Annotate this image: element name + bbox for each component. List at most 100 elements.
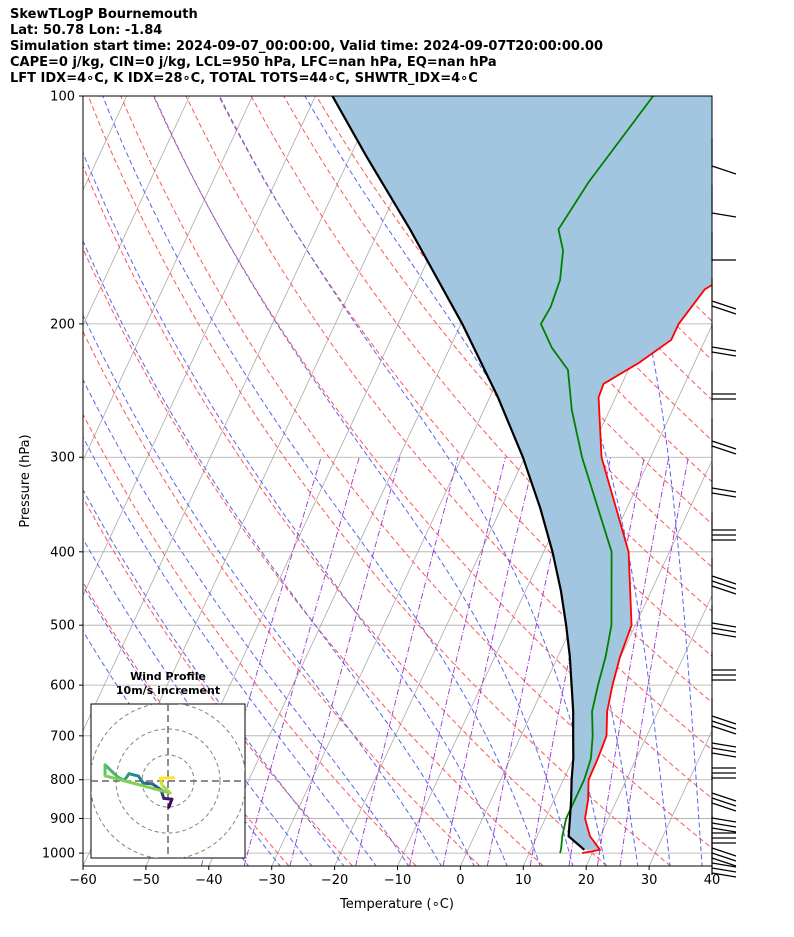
y-tick-label: 300	[50, 451, 75, 466]
wind-barb-feather	[711, 817, 737, 823]
wind-barb-feather	[711, 742, 737, 748]
dry-adiabat	[740, 96, 794, 866]
isotherm-line	[83, 96, 191, 327]
wind-barb-feather	[711, 822, 737, 828]
moist-adiabat	[83, 151, 508, 866]
wind-barb-feather	[711, 627, 737, 633]
wind-barb-feather	[711, 212, 737, 218]
hodograph-segment	[127, 772, 140, 778]
mixing-ratio-line	[596, 457, 670, 866]
x-tick-label: −50	[132, 873, 159, 888]
dry-adiabat	[83, 247, 544, 866]
temperature-line	[581, 284, 712, 854]
isotherm-line	[83, 96, 316, 597]
wind-barb-feather	[711, 487, 737, 493]
wind-barb	[711, 512, 736, 542]
y-tick-label: 1000	[42, 847, 75, 862]
hodograph-segment	[158, 776, 175, 780]
hodograph-segment	[103, 763, 120, 779]
wind-barb-feather	[711, 792, 737, 802]
wind-barb-feather	[711, 622, 737, 628]
wind-barb-feather	[711, 585, 737, 595]
y-tick-label: 500	[50, 619, 75, 634]
location-line: Lat: 50.78 Lon: -1.84	[10, 23, 163, 38]
chart-axes: −60 −50 −40 −30 −20 −10 0 10 20 30 40 100 200 300 400 5…	[42, 90, 720, 889]
mixing-ratio-line	[289, 457, 401, 866]
x-tick-label: 0	[456, 873, 464, 888]
moist-adiabat	[83, 239, 475, 866]
x-tick-label: 40	[704, 873, 721, 888]
wind-barb-feather	[711, 632, 737, 638]
y-tick-label: 800	[50, 773, 75, 788]
dry-adiabat	[83, 413, 417, 866]
hodograph-title: Wind Profile 10m/s increment	[88, 670, 248, 698]
y-tick-label: 100	[50, 90, 75, 105]
wind-barb	[711, 371, 736, 401]
convective-indices-line: CAPE=0 j/kg, CIN=0 j/kg, LCL=950 hPa, LF…	[10, 55, 497, 70]
wind-barb-feather	[711, 747, 737, 753]
moist-adiabat	[83, 314, 442, 866]
dry-adiabat	[83, 330, 481, 866]
dry-adiabat	[772, 96, 794, 866]
isotherm-line	[0, 96, 1, 866]
wind-barb	[711, 698, 737, 735]
dewpoint-line	[539, 96, 654, 854]
hodograph-segment	[141, 781, 154, 786]
wind-barb	[711, 324, 737, 357]
wind-barb	[711, 652, 736, 682]
mixing-ratio-line	[409, 457, 506, 866]
wind-barb-feather	[711, 852, 737, 862]
chart-series	[331, 96, 712, 854]
wind-barb	[711, 465, 737, 498]
mixing-ratio-line	[243, 457, 360, 866]
wind-barb-feather	[711, 752, 737, 758]
chart-title: SkewTLogP Bournemouth	[10, 7, 198, 22]
y-tick-label: 700	[50, 729, 75, 744]
dry-adiabat	[152, 96, 712, 800]
wind-barb-feather	[711, 827, 737, 833]
hodograph-inset	[90, 703, 246, 859]
wind-barb-feather	[711, 715, 737, 725]
wind-barb-feather	[711, 346, 737, 352]
wind-barb-feather	[711, 857, 737, 867]
isotherm-line	[83, 96, 253, 462]
dry-adiabat	[706, 96, 712, 102]
wind-barb-feather	[711, 445, 737, 455]
moist-adiabat	[83, 537, 313, 866]
x-tick-label: −20	[321, 873, 348, 888]
dry-adiabat	[218, 96, 712, 704]
wind-barb-feather	[711, 872, 737, 878]
dry-adiabat	[83, 164, 608, 866]
wind-barb	[711, 775, 737, 812]
x-tick-label: −60	[69, 873, 96, 888]
chart-header: SkewTLogP Bournemouth Lat: 50.78 Lon: -1…	[10, 7, 603, 87]
wind-barb-feather	[711, 802, 737, 812]
hodograph-title-text: Wind Profile	[130, 670, 206, 683]
wind-barb	[711, 418, 737, 455]
mixing-ratio-line	[486, 457, 574, 866]
wind-barb	[711, 845, 737, 878]
wind-barbs	[711, 138, 737, 878]
dry-adiabat	[83, 581, 290, 866]
moist-adiabat	[153, 96, 574, 866]
wind-barb	[711, 830, 737, 867]
x-axis-label: Temperature (∘C)	[339, 897, 454, 912]
wind-barb-feather	[711, 867, 737, 873]
x-tick-label: 30	[641, 873, 658, 888]
y-tick-label: 400	[50, 545, 75, 560]
x-tick-label: −40	[195, 873, 222, 888]
moist-adiabat	[83, 378, 410, 866]
isotherm-line	[585, 594, 712, 866]
y-axis-label: Pressure (hPa)	[18, 434, 33, 527]
wind-barb-feather	[711, 440, 737, 450]
isotherm-line	[460, 324, 712, 866]
x-tick-label: −30	[258, 873, 285, 888]
isotherm-line	[83, 96, 379, 732]
wind-barb-feather	[711, 300, 737, 310]
wind-barb-feather	[711, 580, 737, 590]
stability-indices-line: LFT IDX=4∘C, K IDX=28∘C, TOTAL TOTS=44∘C…	[10, 71, 478, 86]
x-tick-label: 20	[578, 873, 595, 888]
x-tick-label: 10	[515, 873, 532, 888]
moist-adiabat	[219, 96, 606, 866]
